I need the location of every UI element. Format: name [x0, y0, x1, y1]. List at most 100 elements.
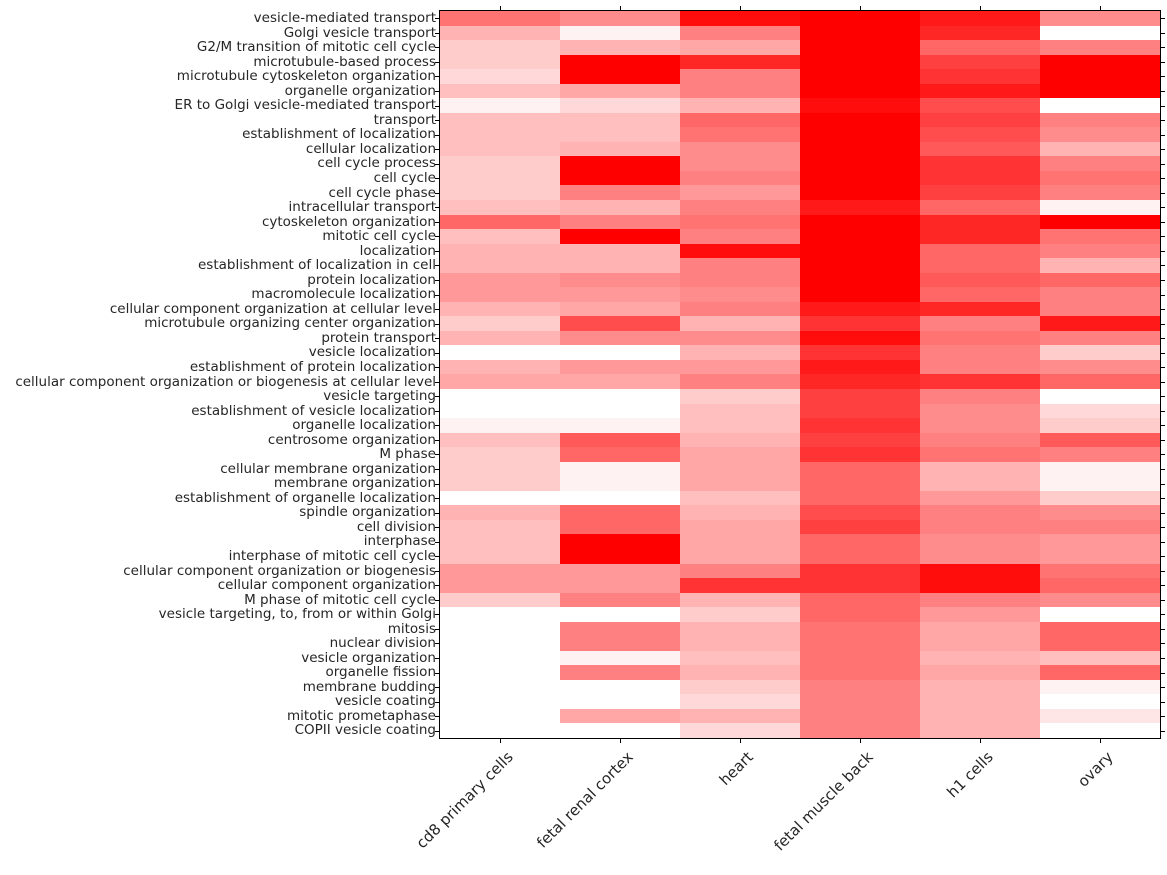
heatmap-cell — [440, 98, 560, 113]
heatmap-cell — [1040, 607, 1160, 622]
heatmap-cell — [680, 534, 800, 549]
heatmap-cell — [680, 258, 800, 273]
heatmap-cell — [1040, 185, 1160, 201]
heatmap-cell — [440, 170, 560, 186]
heatmap-cell — [440, 69, 560, 84]
heatmap-cell — [560, 592, 680, 608]
y-axis-label: mitotic prometaphase — [286, 708, 436, 724]
tick-mark — [435, 571, 439, 572]
y-axis-label: organelle localization — [292, 417, 436, 433]
heatmap-cell — [800, 418, 920, 433]
tick-mark — [1161, 193, 1165, 194]
y-axis-label: microtubule organizing center organizati… — [144, 316, 436, 332]
heatmap-cell — [1040, 403, 1160, 419]
heatmap-cell — [920, 185, 1040, 201]
tick-mark — [435, 338, 439, 339]
heatmap-cell — [560, 258, 680, 273]
tick-mark — [1161, 382, 1165, 383]
heatmap-cell — [800, 287, 920, 302]
tick-mark — [1161, 91, 1165, 92]
heatmap-cell — [920, 69, 1040, 84]
heatmap-cell — [680, 461, 800, 477]
tick-mark — [435, 702, 439, 703]
heatmap-cell — [920, 170, 1040, 186]
tick-mark — [435, 236, 439, 237]
heatmap-cell — [920, 505, 1040, 520]
y-axis-label: cell cycle phase — [328, 185, 436, 201]
heatmap-cell — [440, 476, 560, 491]
heatmap-cell — [920, 563, 1040, 579]
heatmap-cell — [440, 592, 560, 608]
tick-mark — [1161, 484, 1165, 485]
tick-mark — [1161, 207, 1165, 208]
heatmap-cell — [1040, 214, 1160, 230]
y-axis-label: mitotic cell cycle — [322, 228, 436, 244]
heatmap-cell — [560, 374, 680, 390]
heatmap-cell — [680, 200, 800, 215]
heatmap-cell — [800, 374, 920, 390]
tick-mark — [980, 739, 981, 743]
tick-mark — [435, 658, 439, 659]
tick-mark — [435, 527, 439, 528]
tick-mark — [1161, 513, 1165, 514]
heatmap-cell — [800, 156, 920, 171]
heatmap-cell — [800, 330, 920, 346]
heatmap-cell — [560, 141, 680, 157]
heatmap-cell — [680, 170, 800, 186]
heatmap-cell — [680, 54, 800, 70]
heatmap-cell — [1040, 418, 1160, 433]
heatmap-cell — [920, 389, 1040, 404]
tick-mark — [740, 6, 741, 10]
tick-mark — [620, 6, 621, 10]
heatmap-cell — [800, 229, 920, 244]
heatmap-cell — [800, 243, 920, 259]
tick-mark — [1161, 367, 1165, 368]
tick-mark — [435, 91, 439, 92]
heatmap-cell — [920, 534, 1040, 549]
y-axis-label: cellular component organization or bioge… — [123, 563, 436, 579]
y-axis-label: vesicle localization — [308, 345, 436, 361]
y-axis-label: vesicle organization — [301, 650, 436, 666]
y-axis-label: cell division — [356, 519, 436, 535]
heatmap-cell — [440, 301, 560, 317]
heatmap-cell — [800, 272, 920, 288]
y-axis-label: ER to Golgi vesicle-mediated transport — [174, 98, 436, 113]
heatmap-cell — [440, 185, 560, 201]
tick-mark — [435, 62, 439, 63]
heatmap-cell — [1040, 679, 1160, 695]
tick-mark — [435, 440, 439, 441]
tick-mark — [435, 353, 439, 354]
heatmap-cell — [680, 141, 800, 157]
heatmap-cell — [920, 665, 1040, 680]
y-axis-label: vesicle targeting, to, from or within Go… — [158, 606, 436, 622]
heatmap-cell — [920, 447, 1040, 462]
heatmap-cell — [560, 229, 680, 244]
tick-mark — [435, 396, 439, 397]
heatmap-cell — [440, 403, 560, 419]
tick-mark — [435, 454, 439, 455]
y-axis-label: protein transport — [321, 330, 436, 346]
tick-mark — [1161, 585, 1165, 586]
tick-mark — [435, 324, 439, 325]
heatmap-cell — [1040, 548, 1160, 564]
tick-mark — [1161, 251, 1165, 252]
tick-mark — [435, 76, 439, 77]
heatmap-cell — [560, 607, 680, 622]
heatmap-cell — [560, 708, 680, 724]
heatmap-cell — [680, 83, 800, 99]
tick-mark — [435, 629, 439, 630]
heatmap-cell — [800, 127, 920, 142]
y-axis-label: COPII vesicle coating — [294, 723, 436, 739]
heatmap-cell — [440, 447, 560, 462]
heatmap-cell — [680, 272, 800, 288]
tick-mark — [1161, 280, 1165, 281]
heatmap-cell — [1040, 229, 1160, 244]
heatmap-cell — [440, 345, 560, 360]
heatmap-cell — [440, 54, 560, 70]
tick-mark — [1161, 164, 1165, 165]
heatmap-cell — [440, 505, 560, 520]
heatmap-cell — [1040, 83, 1160, 99]
heatmap-cell — [800, 679, 920, 695]
heatmap-cell — [680, 636, 800, 651]
heatmap-cell — [560, 476, 680, 491]
